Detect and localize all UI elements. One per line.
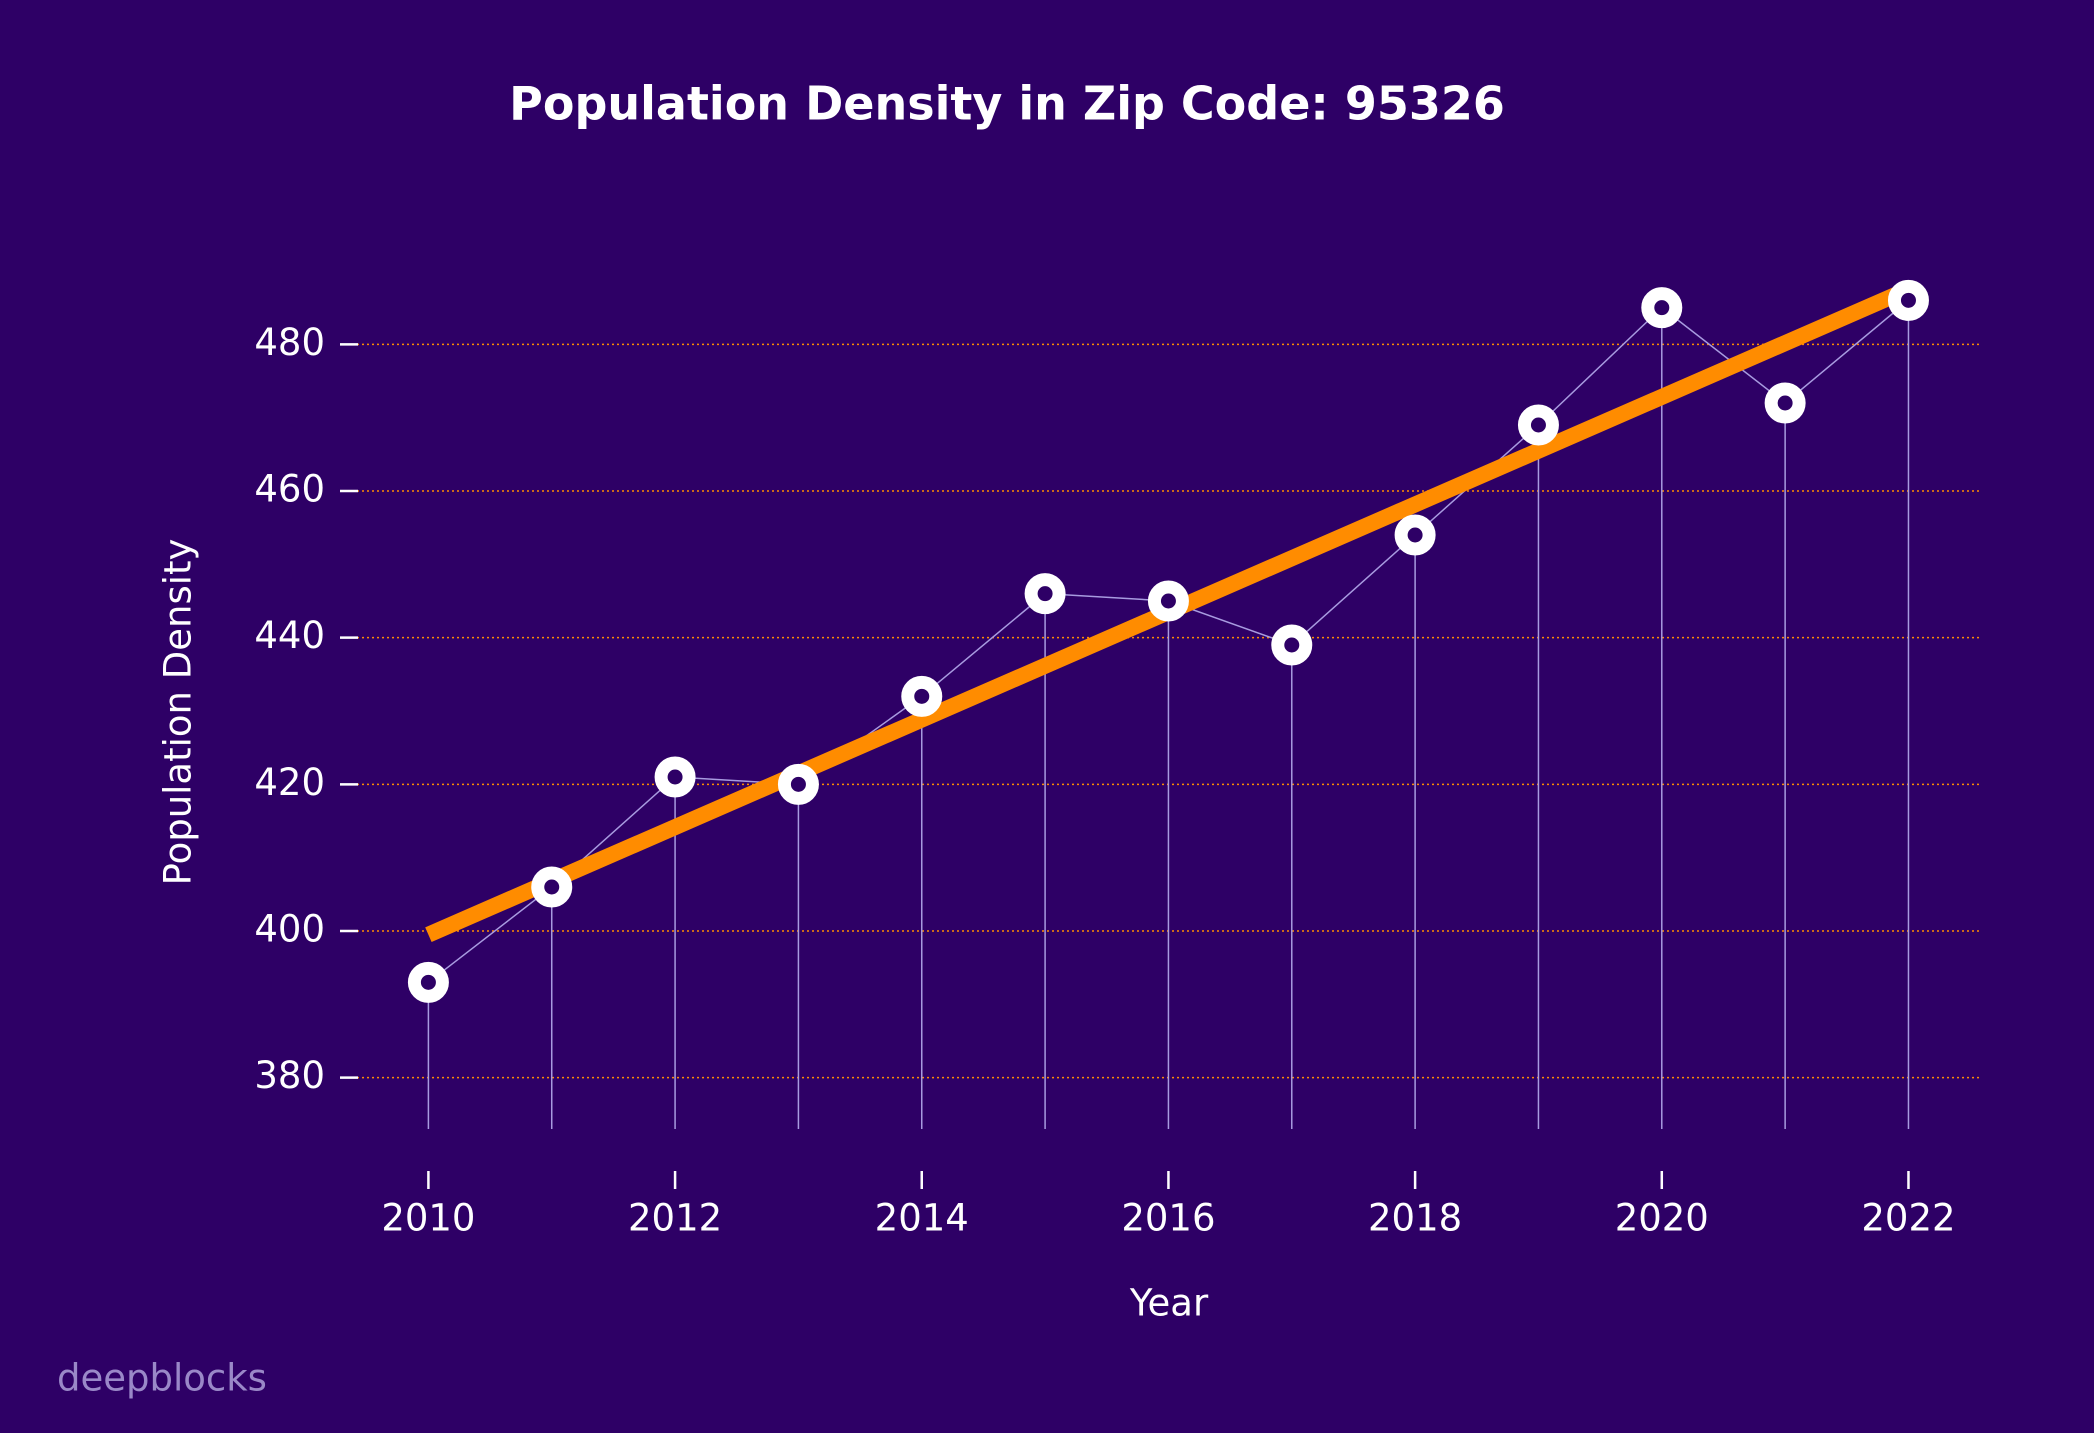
point (531, 866, 573, 908)
watermark: deepblocks (57, 1357, 267, 1400)
point (1887, 279, 1929, 321)
x-tick-label: 2012 (628, 1197, 722, 1240)
y-tick-label: 440 (254, 614, 325, 657)
point (1147, 580, 1189, 622)
point (1517, 404, 1559, 446)
x-tick-label: 2010 (381, 1197, 475, 1240)
x-tick-label: 2014 (875, 1197, 969, 1240)
y-tick-label: 380 (254, 1054, 325, 1097)
point (901, 675, 943, 717)
x-axis-label: Year (1129, 1282, 1209, 1325)
point (407, 961, 449, 1003)
x-tick-label: 2022 (1861, 1197, 1955, 1240)
x-tick-label: 2020 (1615, 1197, 1709, 1240)
chart-title: Population Density in Zip Code: 95326 (509, 77, 1505, 131)
x-tick-label: 2016 (1121, 1197, 1215, 1240)
point (1394, 514, 1436, 556)
y-tick-label: 460 (254, 468, 325, 511)
y-tick-label: 420 (254, 761, 325, 804)
y-axis-label: Population Density (157, 539, 200, 886)
point (1271, 624, 1313, 666)
x-tick-label: 2018 (1368, 1197, 1462, 1240)
point (1641, 287, 1683, 329)
point (1764, 382, 1806, 424)
y-tick-label: 480 (254, 321, 325, 364)
point (654, 756, 696, 798)
point (777, 763, 819, 805)
y-tick-label: 400 (254, 908, 325, 951)
point (1024, 573, 1066, 615)
